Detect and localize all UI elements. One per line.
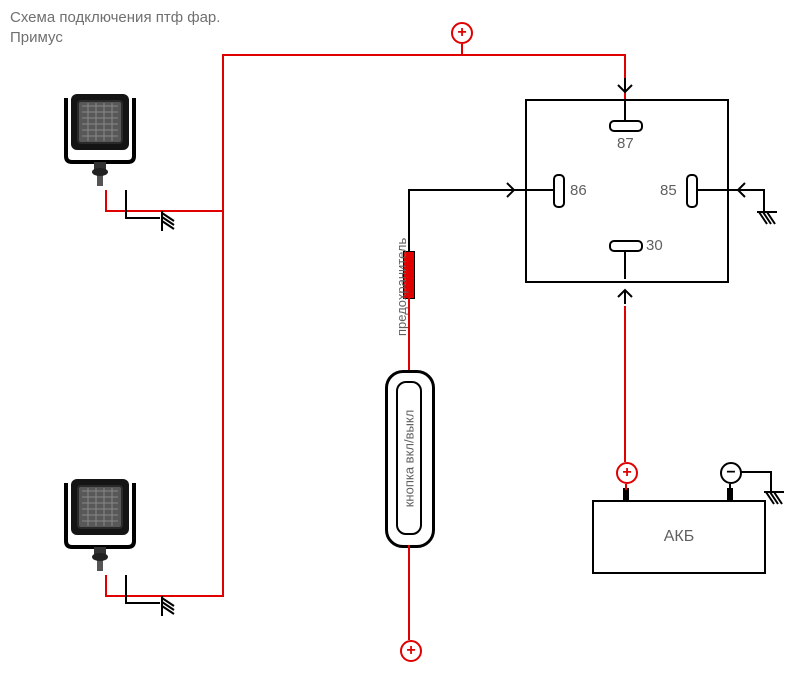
wire [408,545,410,640]
wire [222,54,224,210]
wire [222,54,624,56]
pin86-label: 86 [570,182,587,199]
diagram-canvas: Схема подключения птф фар. Примус + [0,0,800,690]
wire [125,190,127,217]
plus-icon: + [616,462,638,484]
title-line2: Примус [10,29,63,46]
diagram-title: Схема подключения птф фар. Примус [10,8,220,47]
ground-icon [160,209,178,236]
wire [222,210,224,595]
plus-icon: + [400,640,422,662]
wire [624,306,626,462]
arrow-icon [614,76,636,101]
wire [625,484,627,490]
wire [525,189,555,191]
arrow-icon [498,179,520,204]
relay-pin-30 [609,240,643,252]
ground-icon [762,490,786,511]
wire [408,189,525,191]
wire [740,471,770,473]
wire [698,189,727,191]
relay-pin-85 [686,174,698,208]
foglight-icon [60,475,140,553]
pin85-label: 85 [660,182,677,199]
fuse-label: предохранитель [394,238,409,336]
switch-inner: кнопка вкл/выкл [396,381,422,535]
wire [624,252,626,279]
minus-icon: − [720,462,742,484]
battery: АКБ [592,500,766,574]
switch-label: кнопка вкл/выкл [402,409,417,507]
title-line1: Схема подключения птф фар. [10,9,220,26]
foglight-icon [60,90,140,168]
wire [105,190,107,210]
wire [770,471,772,491]
switch: кнопка вкл/выкл [385,370,435,548]
battery-label: АКБ [664,528,695,546]
relay-pin-87 [609,120,643,132]
wire [105,575,107,595]
wire [729,484,731,490]
ground-icon [160,594,178,621]
wire [125,217,160,219]
pin30-label: 30 [646,237,663,254]
pin87-label: 87 [617,135,634,152]
wire [125,602,160,604]
wire [727,189,763,191]
arrow-icon [732,179,754,204]
wire [408,298,410,370]
wire [763,189,765,211]
plus-icon: + [451,22,473,44]
relay-pin-86 [553,174,565,208]
wire [624,99,626,121]
ground-icon [755,210,779,231]
wire [125,575,127,602]
wire [461,44,463,54]
